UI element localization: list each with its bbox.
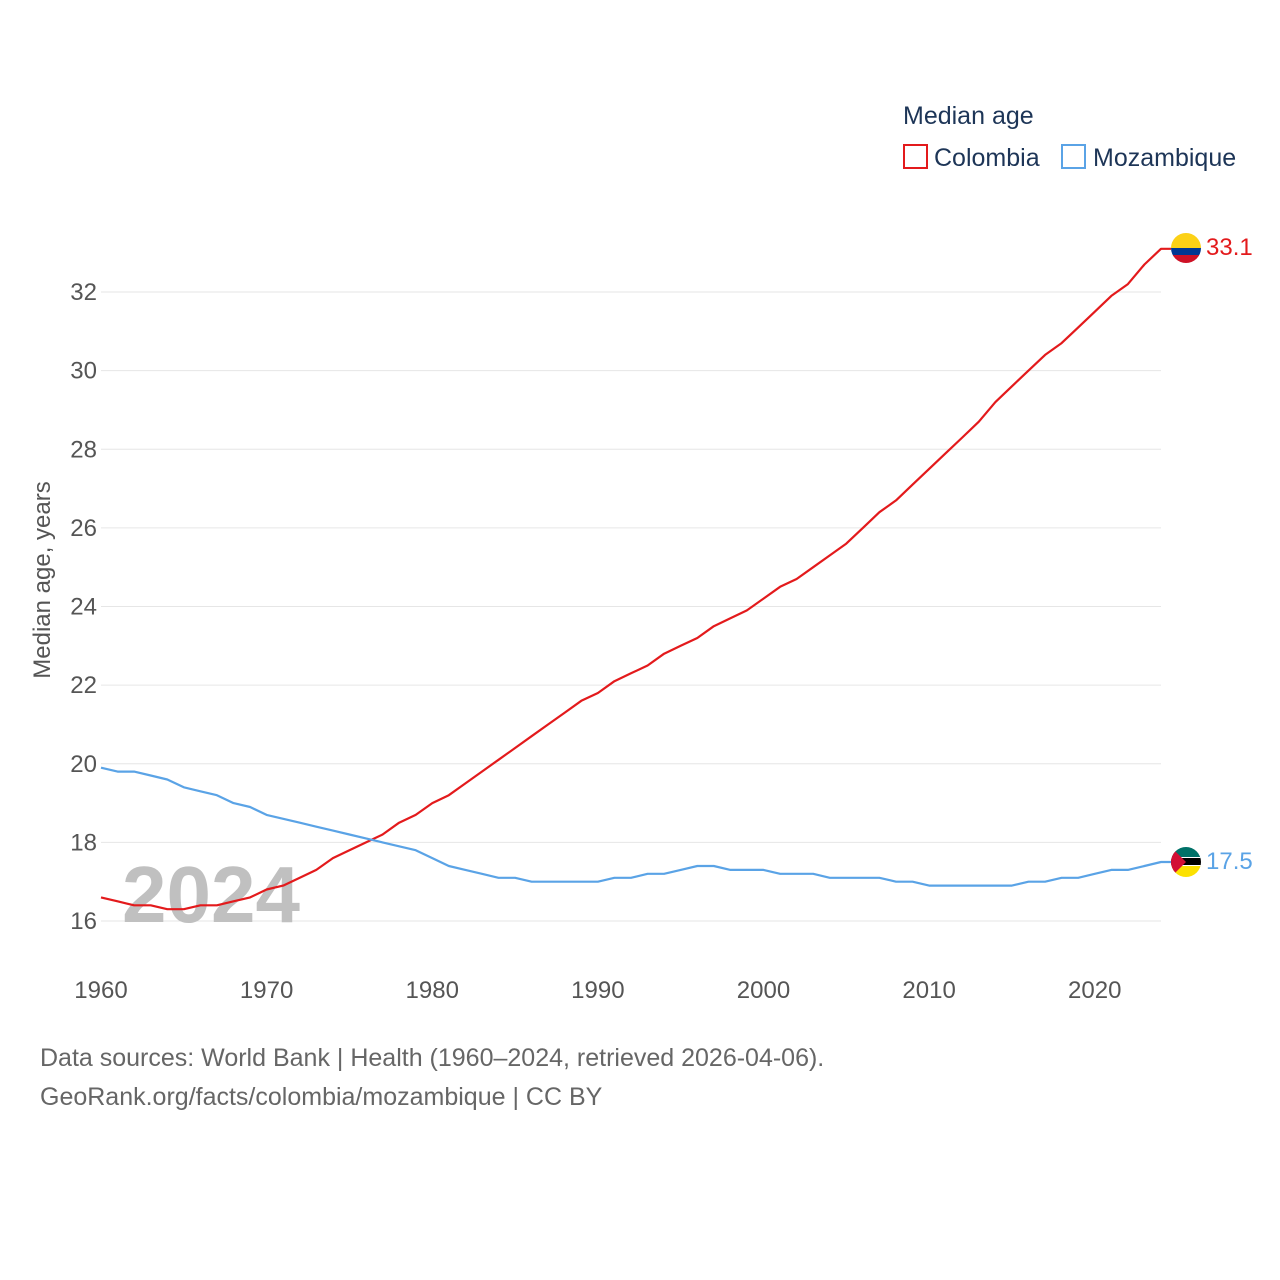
y-tick-label: 26: [70, 515, 97, 542]
x-axis-ticks: 1960 1970 1980 1990 2000 2010 2020: [74, 977, 1121, 1004]
x-tick-label: 1990: [571, 977, 624, 1004]
y-tick-label: 20: [70, 751, 97, 778]
y-axis-title: Median age, years: [29, 481, 56, 678]
x-tick-label: 1980: [406, 977, 459, 1004]
colombia-flag-icon: [1171, 233, 1201, 263]
legend-swatch-colombia: [903, 144, 928, 169]
y-tick-label: 30: [70, 358, 97, 385]
legend-item-colombia[interactable]: Colombia: [903, 144, 1040, 172]
x-tick-label: 2000: [737, 977, 790, 1004]
y-tick-label: 28: [70, 436, 97, 463]
attribution-link[interactable]: GeoRank.org/facts/colombia/mozambique | …: [40, 1083, 603, 1111]
mozambique-end-value: 17.5: [1206, 848, 1253, 875]
x-tick-label: 1970: [240, 977, 293, 1004]
colombia-end-value: 33.1: [1206, 234, 1253, 261]
data-source-note: Data sources: World Bank | Health (1960–…: [40, 1044, 825, 1072]
series-line-colombia[interactable]: [100, 247, 1171, 911]
x-tick-label: 2010: [902, 977, 955, 1004]
series-lines: [100, 247, 1171, 911]
legend-label-mozambique: Mozambique: [1093, 144, 1236, 172]
y-tick-label: 16: [70, 908, 97, 935]
y-tick-label: 24: [70, 594, 97, 621]
x-tick-label: 2020: [1068, 977, 1121, 1004]
year-watermark: 2024: [122, 850, 300, 939]
y-axis-ticks: 16 18 20 22 24 26 28 30 32: [70, 279, 97, 935]
y-tick-label: 18: [70, 829, 97, 856]
mozambique-flag-icon: [1171, 847, 1201, 877]
grid-lines: [101, 291, 1161, 922]
x-tick-label: 1960: [74, 977, 127, 1004]
legend-label-colombia: Colombia: [934, 144, 1040, 172]
series-line-mozambique[interactable]: [100, 766, 1171, 887]
legend: Median age Colombia Mozambique: [903, 102, 1236, 172]
legend-item-mozambique[interactable]: Mozambique: [1061, 144, 1236, 172]
legend-title: Median age: [903, 102, 1034, 130]
legend-swatch-mozambique: [1061, 144, 1086, 169]
y-tick-label: 22: [70, 672, 97, 699]
y-tick-label: 32: [70, 279, 97, 306]
